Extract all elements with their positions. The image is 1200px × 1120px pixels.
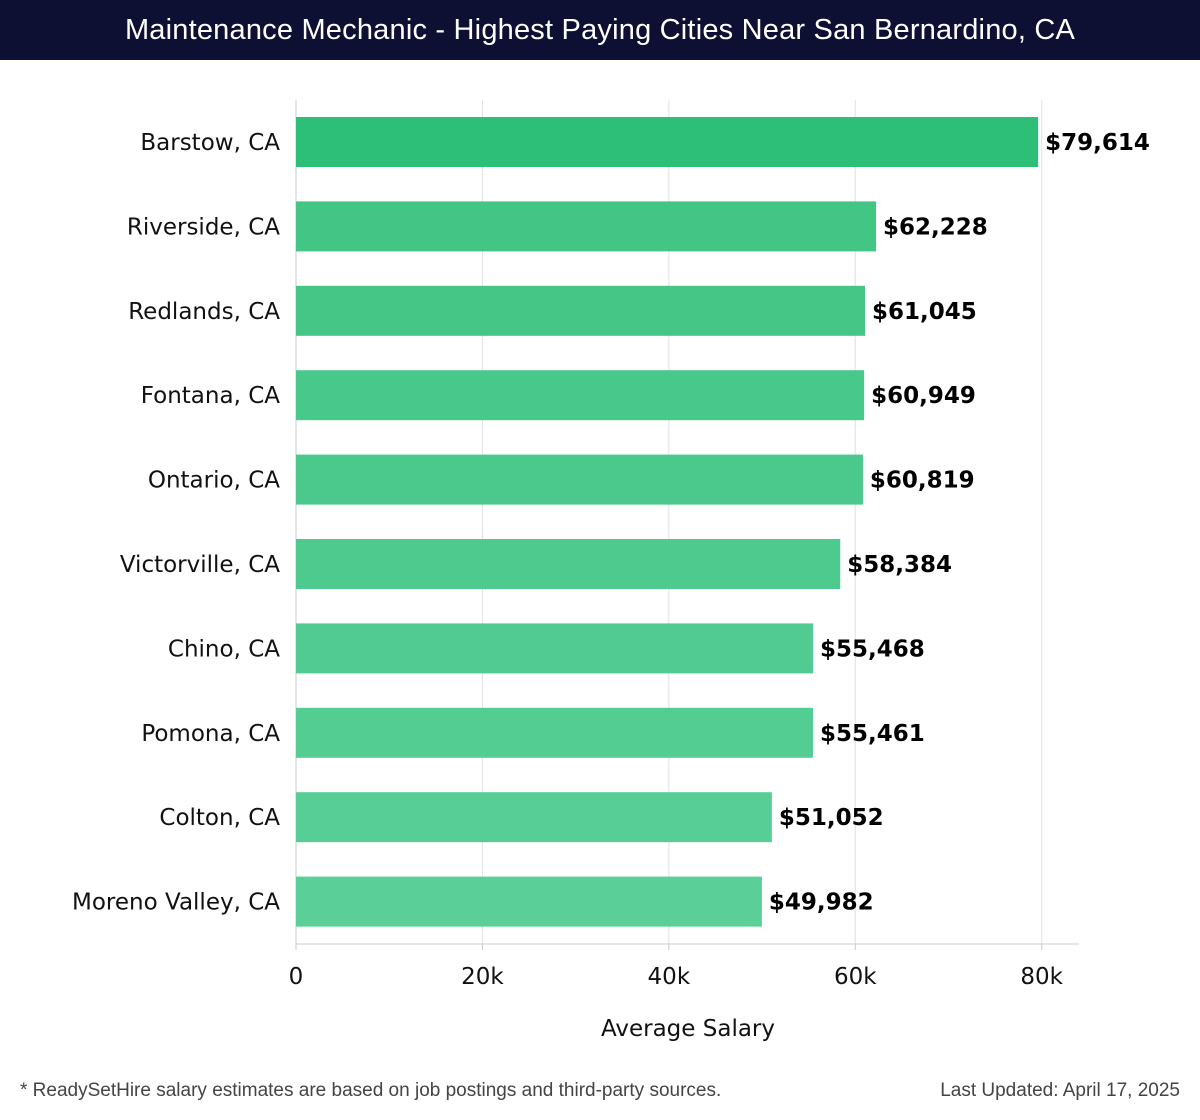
bar	[296, 370, 865, 421]
category-label: Barstow, CA	[140, 130, 280, 156]
value-label: $60,949	[871, 383, 976, 409]
category-label: Ontario, CA	[148, 468, 280, 494]
footer-updated: Last Updated: April 17, 2025	[940, 1080, 1180, 1101]
category-label: Pomona, CA	[141, 721, 280, 747]
x-tick-label: 60k	[834, 964, 877, 990]
value-label: $62,228	[883, 214, 988, 240]
bar	[296, 201, 877, 252]
bar	[296, 454, 863, 505]
bar	[296, 623, 814, 674]
category-label: Colton, CA	[159, 805, 280, 831]
bar	[296, 285, 866, 336]
x-tick-label: 20k	[461, 964, 504, 990]
category-label: Moreno Valley, CA	[72, 890, 280, 916]
chart-header: Maintenance Mechanic - Highest Paying Ci…	[0, 0, 1200, 60]
x-tick-label: 0	[289, 964, 304, 990]
x-tick-label: 80k	[1020, 964, 1063, 990]
category-label: Riverside, CA	[127, 214, 280, 240]
bar	[296, 792, 772, 843]
value-label: $58,384	[847, 552, 952, 578]
bar	[296, 707, 813, 758]
value-label: $55,468	[820, 636, 925, 662]
value-label: $51,052	[779, 805, 884, 831]
value-label: $79,614	[1045, 130, 1150, 156]
category-label: Chino, CA	[168, 636, 280, 662]
bar	[296, 876, 762, 927]
category-label: Redlands, CA	[128, 299, 280, 325]
x-tick-label: 40k	[648, 964, 691, 990]
x-axis-title: Average Salary	[601, 1016, 775, 1042]
chart-title: Maintenance Mechanic - Highest Paying Ci…	[124, 13, 1076, 46]
value-label: $49,982	[769, 890, 874, 916]
category-label: Victorville, CA	[120, 552, 280, 578]
footer-note: * ReadySetHire salary estimates are base…	[20, 1080, 722, 1101]
category-label: Fontana, CA	[141, 383, 281, 409]
value-label: $60,819	[870, 468, 975, 494]
value-label: $61,045	[872, 299, 977, 325]
value-label: $55,461	[820, 721, 925, 747]
bar	[296, 539, 841, 589]
bar	[296, 117, 1039, 167]
